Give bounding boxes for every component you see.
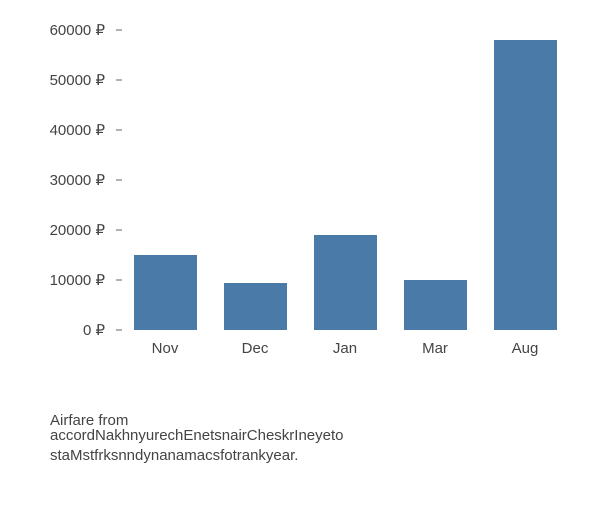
bar: [404, 280, 467, 330]
y-tick-label: 60000 ₽: [25, 21, 105, 39]
x-tick-label: Mar: [422, 340, 448, 357]
bar: [224, 283, 287, 331]
bar: [134, 255, 197, 330]
y-tick-label: 40000 ₽: [25, 121, 105, 139]
x-axis: Nov Dec Jan Mar Aug: [120, 340, 570, 370]
plot-area: [120, 30, 570, 330]
chart-caption: Airfare from accordNakhnyurechEnetsnairC…: [50, 411, 570, 466]
y-tick-label: 20000 ₽: [25, 221, 105, 239]
y-tick-label: 30000 ₽: [25, 171, 105, 189]
y-tick-label: 0 ₽: [25, 321, 105, 339]
x-tick-label: Aug: [512, 340, 539, 357]
x-tick-label: Nov: [152, 340, 179, 357]
x-tick-label: Jan: [333, 340, 357, 357]
bar: [494, 40, 557, 330]
x-tick-label: Dec: [242, 340, 269, 357]
bar-chart: 0 ₽10000 ₽20000 ₽30000 ₽40000 ₽50000 ₽60…: [30, 20, 590, 380]
caption-line-2: accordNakhnyurechEnetsnairCheskrIneyeto …: [50, 426, 570, 465]
y-tick-label: 10000 ₽: [25, 271, 105, 289]
y-axis: 0 ₽10000 ₽20000 ₽30000 ₽40000 ₽50000 ₽60…: [30, 30, 115, 330]
bar: [314, 235, 377, 330]
y-tick-label: 50000 ₽: [25, 71, 105, 89]
